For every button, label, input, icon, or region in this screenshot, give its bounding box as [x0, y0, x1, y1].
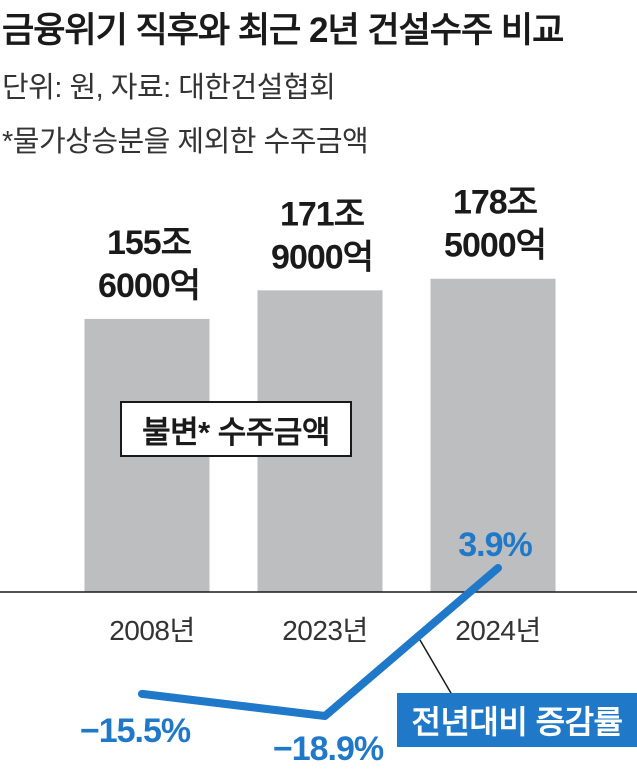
bar-value-label-2-0: 178조 — [453, 184, 538, 222]
footnote-text: *물가상승분을 제외한 수주금액 — [2, 126, 369, 158]
growth-rate-line — [138, 564, 502, 720]
line-value-label-0: −15.5% — [80, 712, 191, 750]
legend-leader-line — [419, 639, 456, 701]
x-tick-label-1: 2023년 — [282, 615, 368, 646]
line-value-label-2: 3.9% — [458, 526, 532, 564]
bar-series-legend: 불변* 수주금액 — [120, 401, 352, 457]
bar-value-label-0-0: 155조 — [107, 224, 192, 262]
line-value-label-1: −18.9% — [273, 730, 384, 768]
bar-value-label-0-1: 6000억 — [98, 267, 200, 305]
x-tick-label-0: 2008년 — [109, 615, 195, 646]
chart-title: 금융위기 직후와 최근 2년 건설수주 비교 — [2, 11, 564, 50]
unit-source-text: 단위: 원, 자료: 대한건설협회 — [2, 72, 336, 104]
x-tick-label-2: 2024년 — [455, 615, 541, 646]
bar-value-label-1-1: 9000억 — [271, 238, 373, 276]
bar-value-label-1-0: 171조 — [280, 195, 365, 233]
bar-2 — [430, 278, 556, 592]
bar-value-label-2-1: 5000억 — [444, 227, 546, 265]
line-series-legend: 전년대비 증감률 — [397, 693, 637, 747]
